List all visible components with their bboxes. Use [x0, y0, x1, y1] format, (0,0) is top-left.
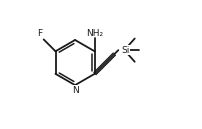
Text: N: N: [71, 86, 78, 95]
Text: F: F: [37, 29, 42, 38]
Text: NH₂: NH₂: [86, 29, 103, 38]
Text: Si: Si: [121, 46, 129, 55]
